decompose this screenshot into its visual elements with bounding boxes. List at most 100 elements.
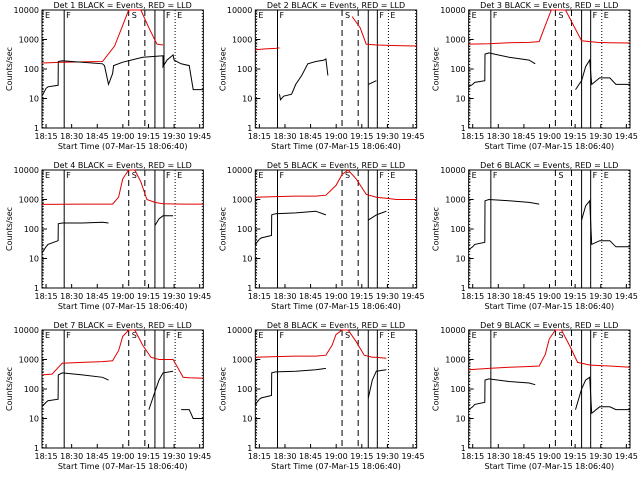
lld-series (41, 169, 204, 205)
events-series (468, 52, 630, 90)
x-tick-label: 19:30 (376, 132, 399, 141)
x-tick-label: 18:30 (60, 292, 83, 301)
marker-letter: E (390, 171, 395, 180)
y-tick-label: 100 (237, 225, 252, 234)
x-tick-label: 18:15 (248, 452, 271, 461)
x-tick-label: 19:45 (188, 452, 211, 461)
x-tick-label: 18:30 (487, 292, 510, 301)
x-tick-label: 19:15 (137, 292, 160, 301)
y-tick-label: 1 (34, 284, 39, 293)
x-axis-label: Start Time (07-Mar-15 18:06:40) (58, 302, 188, 311)
y-tick-label: 100 (237, 65, 252, 74)
y-axis-label: Counts/sec (432, 207, 441, 251)
x-tick-label: 19:30 (163, 452, 186, 461)
x-tick-label: 18:30 (60, 452, 83, 461)
x-tick-label: 18:30 (487, 132, 510, 141)
chart-title: Det 5 BLACK = Events, RED = LLD (267, 161, 405, 170)
y-axis-label: Counts/sec (432, 47, 441, 91)
marker-letter: F (379, 11, 384, 20)
y-tick-label: 100 (237, 385, 252, 394)
marker-letter: E (177, 171, 182, 180)
lld-series (468, 9, 631, 45)
plot-frame (41, 329, 204, 449)
x-tick-label: 18:15 (248, 292, 271, 301)
marker-letter: F (66, 171, 71, 180)
x-axis-label: Start Time (07-Mar-15 18:06:40) (58, 142, 188, 151)
marker-letter: S (132, 331, 137, 340)
lld-series (41, 9, 164, 64)
x-axis-label: Start Time (07-Mar-15 18:06:40) (485, 302, 615, 311)
marker-letter: F (66, 331, 71, 340)
chart-title: Det 3 BLACK = Events, RED = LLD (480, 1, 618, 10)
lld-series (41, 329, 204, 379)
marker-letter: F (66, 11, 71, 20)
marker-letter: F (593, 171, 598, 180)
chart-panel-9: Det 9 BLACK = Events, RED = LLD 1 10 100 100… (432, 321, 638, 471)
marker-letter: S (558, 11, 563, 20)
y-axis-label: Counts/sec (218, 47, 227, 91)
chart-title: Det 2 BLACK = Events, RED = LLD (267, 1, 405, 10)
x-tick-label: 19:00 (325, 452, 348, 461)
y-tick-label: 10000 (14, 166, 39, 175)
y-tick-label: 10 (242, 255, 252, 264)
y-tick-label: 10000 (14, 6, 39, 15)
events-series (254, 210, 387, 245)
marker-letter: E (390, 11, 395, 20)
marker-letter: E (258, 11, 263, 20)
x-tick-label: 19:30 (589, 292, 612, 301)
y-tick-label: 10000 (227, 6, 252, 15)
x-tick-label: 18:45 (299, 132, 322, 141)
y-tick-label: 1 (247, 284, 252, 293)
events-series (468, 376, 630, 415)
lld-series (255, 329, 387, 359)
marker-letter: F (280, 331, 285, 340)
y-axis-label: Counts/sec (218, 207, 227, 251)
marker-letter: E (604, 11, 609, 20)
marker-letter: F (493, 171, 498, 180)
chart-panel-3: Det 3 BLACK = Events, RED = LLD 1 10 100 100… (432, 1, 638, 151)
y-tick-label: 10 (455, 95, 465, 104)
x-tick-label: 18:30 (273, 452, 296, 461)
x-tick-label: 19:00 (325, 292, 348, 301)
y-tick-label: 10000 (440, 6, 465, 15)
marker-letter: S (345, 331, 350, 340)
marker-letter: S (558, 171, 563, 180)
y-tick-label: 100 (24, 225, 39, 234)
marker-letter: F (593, 11, 598, 20)
y-tick-label: 1000 (445, 36, 465, 45)
x-tick-label: 19:45 (401, 452, 424, 461)
y-tick-label: 1000 (19, 36, 39, 45)
x-tick-label: 19:15 (350, 292, 373, 301)
y-tick-label: 100 (450, 225, 465, 234)
x-tick-label: 18:30 (487, 452, 510, 461)
marker-letter: E (472, 171, 477, 180)
x-tick-label: 18:15 (461, 452, 484, 461)
x-tick-label: 18:15 (248, 132, 271, 141)
x-tick-label: 18:15 (35, 292, 58, 301)
y-tick-label: 10 (242, 415, 252, 424)
y-tick-label: 10 (455, 415, 465, 424)
x-axis-label: Start Time (07-Mar-15 18:06:40) (485, 462, 615, 471)
y-axis-label: Counts/sec (5, 367, 14, 411)
x-axis-label: Start Time (07-Mar-15 18:06:40) (58, 462, 188, 471)
y-tick-label: 1 (461, 444, 466, 453)
x-axis-label: Start Time (07-Mar-15 18:06:40) (271, 462, 401, 471)
marker-letter: E (45, 331, 50, 340)
marker-letter: E (258, 331, 263, 340)
chart-title: Det 9 BLACK = Events, RED = LLD (480, 321, 618, 330)
marker-letter: E (472, 331, 477, 340)
x-tick-label: 18:45 (299, 452, 322, 461)
chart-title: Det 4 BLACK = Events, RED = LLD (54, 161, 192, 170)
marker-letter: E (45, 11, 50, 20)
chart-title: Det 7 BLACK = Events, RED = LLD (54, 321, 192, 330)
y-tick-label: 1 (461, 124, 466, 133)
lld-series (255, 16, 417, 51)
chart-panel-5: Det 5 BLACK = Events, RED = LLD 1 10 100 100… (218, 161, 424, 311)
y-axis-label: Counts/sec (218, 367, 227, 411)
y-tick-label: 100 (24, 385, 39, 394)
plot-frame (468, 329, 631, 449)
x-tick-label: 18:45 (512, 452, 535, 461)
y-tick-label: 1000 (19, 356, 39, 365)
marker-letter: F (379, 171, 384, 180)
y-tick-label: 10000 (440, 326, 465, 335)
